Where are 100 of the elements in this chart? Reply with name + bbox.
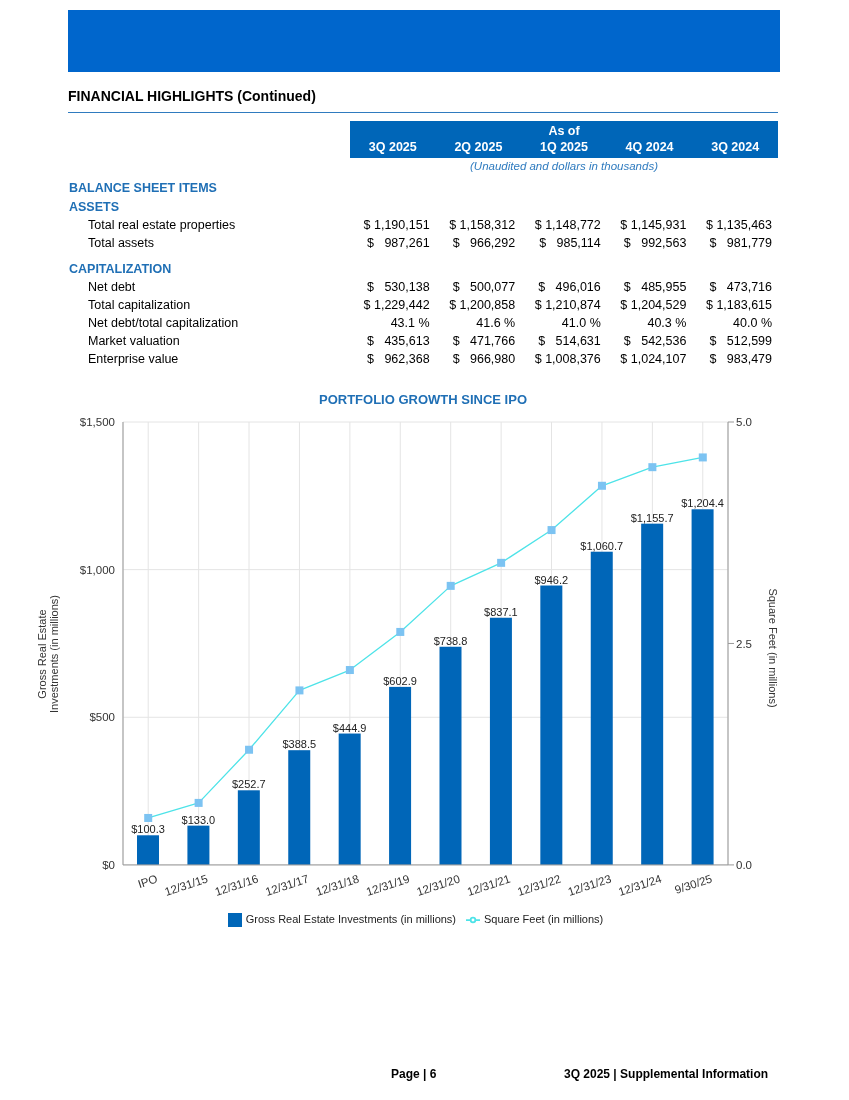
legend-label: Gross Real Estate Investments (in millions) — [245, 912, 457, 925]
text: 40.3 % — [647, 316, 687, 330]
data-label: $738.8 — [433, 634, 468, 647]
text: $ 992,563 — [623, 236, 687, 250]
bar — [389, 686, 412, 865]
category-label: Net debt — [88, 280, 136, 294]
text: $ 471,766 — [452, 334, 516, 348]
bar — [590, 551, 613, 865]
text: $ 1,190,151 — [363, 218, 430, 232]
y2-axis-title: Square Feet (in millions) — [767, 587, 779, 710]
text: $ 962,368 — [367, 352, 430, 366]
category-label: 1Q 2025 — [521, 138, 607, 158]
chart-title: PORTFOLIO GROWTH SINCE IPO — [318, 392, 528, 407]
bar — [237, 790, 260, 865]
category-label: CAPITALIZATION — [69, 262, 172, 276]
text: 43.1 % — [390, 316, 430, 330]
text: $ 1,008,376 — [534, 352, 601, 366]
text: $ 1,148,772 — [534, 218, 601, 232]
text: $ 542,536 — [623, 334, 687, 348]
y2-tick-label: 5.0 — [736, 416, 752, 429]
point — [446, 581, 455, 590]
data-label: $388.5 — [282, 738, 317, 751]
bar — [641, 523, 664, 865]
category-label: Net debt/total capitalization — [88, 316, 239, 330]
bar — [691, 509, 714, 865]
text: 41.0 % — [561, 316, 601, 330]
text: 40.0 % — [733, 316, 772, 330]
point — [245, 745, 254, 754]
x-tick-label: 9/30/25 — [673, 872, 714, 896]
category-label: 4Q 2024 — [606, 138, 693, 158]
text: 41.6 % — [476, 316, 516, 330]
text: $ 985,114 — [539, 236, 601, 250]
bar — [540, 585, 563, 865]
text: $ 1,024,107 — [620, 352, 687, 366]
bar — [338, 733, 361, 865]
point — [194, 798, 203, 807]
data-label: $1,060.7 — [580, 539, 624, 552]
text: $ 987,261 — [367, 236, 430, 250]
point — [648, 463, 657, 472]
text: FINANCIAL HIGHLIGHTS (Continued) — [68, 88, 778, 113]
category-label: BALANCE SHEET ITEMS — [69, 181, 217, 195]
text: $ 981,779 — [709, 236, 772, 250]
text: $ 1,200,858 — [449, 298, 516, 312]
data-label: $837.1 — [484, 605, 518, 618]
category-label: Total real estate properties — [88, 218, 236, 232]
category-label: ASSETS — [69, 200, 120, 214]
data-label: $133.0 — [181, 813, 216, 826]
y-tick-label: $1,000 — [79, 563, 115, 576]
category-label: 2Q 2025 — [435, 138, 522, 158]
text: As of — [350, 121, 778, 138]
y-tick-label: $0 — [102, 858, 115, 871]
point — [396, 627, 405, 636]
point — [497, 558, 506, 567]
data-label: $1,204.4 — [681, 497, 724, 510]
data-label: $444.9 — [332, 721, 367, 734]
text: $ 514,631 — [538, 334, 601, 348]
data-label: $602.9 — [383, 674, 417, 687]
text: 3Q 2025 | Supplemental Information — [564, 1067, 769, 1081]
text: $ 966,980 — [452, 352, 516, 366]
text: $ 1,229,442 — [363, 298, 430, 312]
text: $ 1,210,874 — [534, 298, 601, 312]
text: $ 435,613 — [367, 334, 430, 348]
bar — [137, 835, 159, 865]
text: $ 1,183,615 — [705, 298, 772, 312]
category-label: Enterprise value — [88, 352, 179, 366]
text: $ 1,145,931 — [620, 218, 687, 232]
data-label: $946.2 — [534, 573, 569, 586]
bar — [288, 750, 311, 865]
category-label: Market valuation — [88, 334, 180, 348]
text: $ 512,599 — [709, 334, 772, 348]
text: $ 1,158,312 — [449, 218, 516, 232]
text: Page | 6 — [391, 1067, 437, 1081]
text: $ 473,716 — [709, 280, 772, 294]
category-label: 3Q 2024 — [692, 138, 778, 158]
y2-tick-label: 2.5 — [736, 637, 752, 650]
point — [547, 526, 556, 535]
bar — [439, 646, 462, 865]
point — [295, 686, 304, 695]
point — [345, 666, 354, 675]
category-label: Total assets — [88, 236, 155, 250]
bar — [489, 617, 512, 865]
text: $ 1,135,463 — [705, 218, 772, 232]
text: $ 500,077 — [452, 280, 516, 294]
legend-label: Square Feet (in millions) — [484, 912, 604, 925]
y2-tick-label: 0.0 — [736, 858, 752, 871]
point — [144, 813, 153, 822]
text: $ 485,955 — [623, 280, 687, 294]
category-label: Total capitalization — [88, 298, 191, 312]
y-axis-title: Gross Real Estate Investments (in millions) — [36, 594, 60, 715]
text: $ 1,204,529 — [620, 298, 687, 312]
text: (Unaudited and dollars in thousands) — [469, 159, 659, 174]
y-tick-label: $1,500 — [79, 416, 115, 429]
text: $ 530,138 — [367, 280, 430, 294]
x-tick-label: IPO — [136, 872, 159, 891]
y-tick-label: $500 — [89, 711, 115, 724]
text: $ 966,292 — [452, 236, 516, 250]
data-label: $252.7 — [232, 778, 266, 791]
data-label: $1,155.7 — [630, 511, 674, 524]
point — [597, 481, 606, 490]
text: $ 983,479 — [709, 352, 772, 366]
